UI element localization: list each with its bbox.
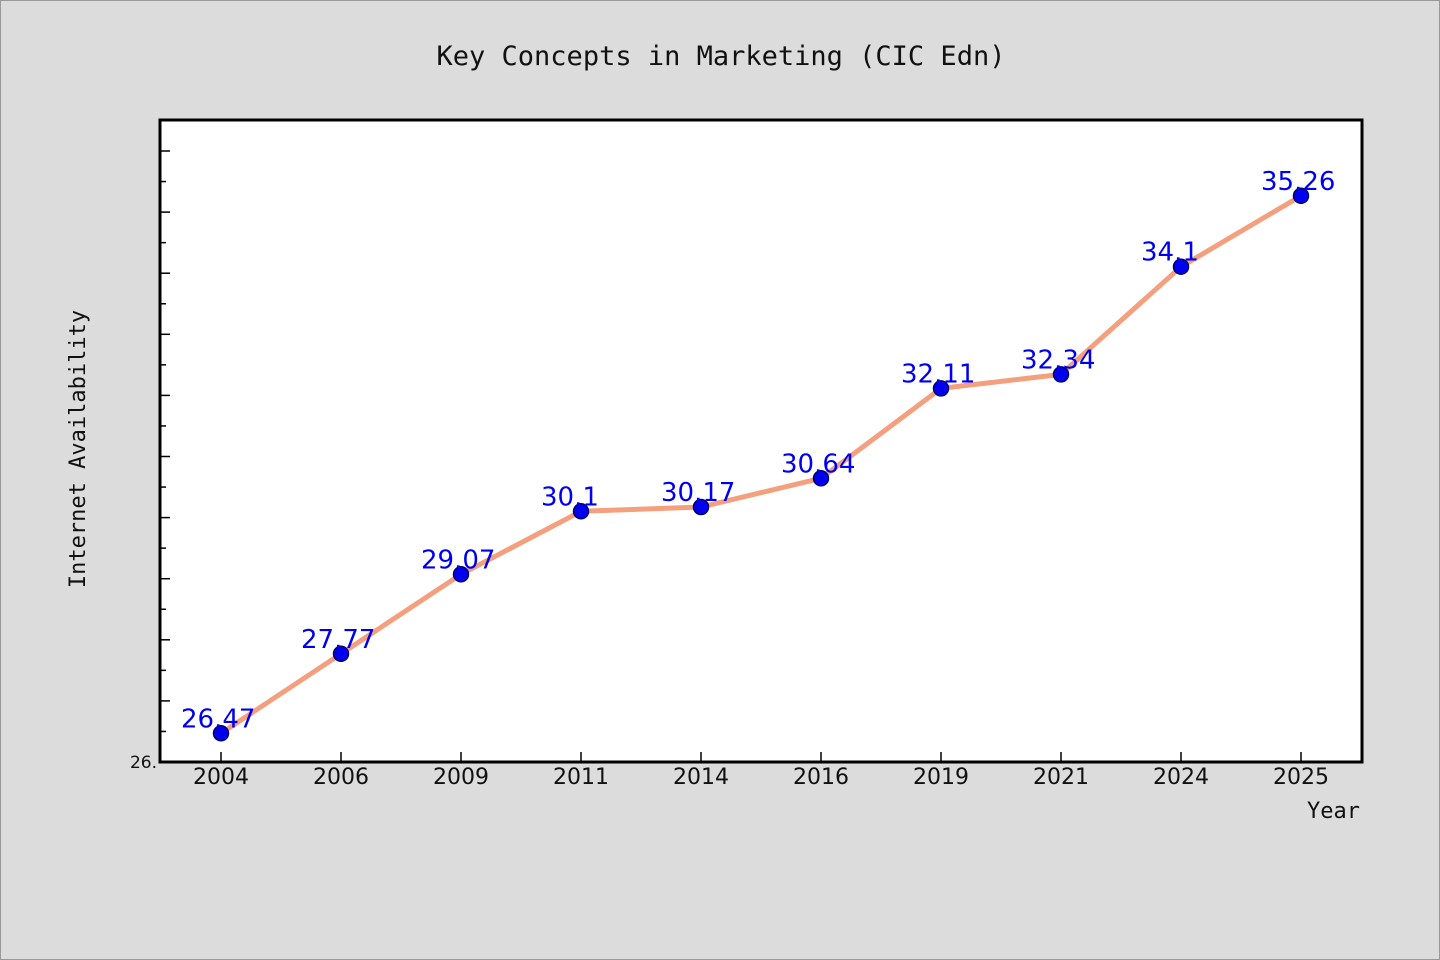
data-point-label: 32.34 [1021, 345, 1095, 375]
plot-area [158, 118, 1364, 764]
data-point-marker [212, 725, 230, 742]
data-point-marker [452, 566, 470, 583]
y-axis-tick-labels: 26. [130, 753, 157, 773]
x-axis-tick-labels: 2004 2006 2009 2011 2014 2016 2019 2021 2024 2025 [193, 765, 1329, 790]
x-tick-label: 2011 [553, 765, 609, 790]
x-tick-label: 2016 [793, 765, 849, 790]
data-point-label: 32.11 [901, 359, 975, 389]
data-point-label: 30.64 [781, 449, 855, 479]
x-axis-label: Year [1307, 799, 1360, 824]
data-point-labels: 26.47 27.77 29.07 30.1 30.17 30.64 32.11 32.34 3… [181, 167, 1335, 734]
x-tick-label: 2014 [673, 765, 729, 790]
y-axis-ticks [160, 150, 170, 763]
data-point-label: 30.1 [541, 482, 599, 512]
data-point-label: 26.47 [181, 704, 255, 734]
data-point-marker [692, 498, 710, 516]
data-point-label: 30.17 [661, 478, 735, 508]
x-tick-label: 2025 [1273, 765, 1329, 790]
series-line [218, 193, 1304, 736]
data-point-marker [1052, 366, 1070, 383]
y-tick-label: 26. [130, 753, 157, 773]
data-point-label: 29.07 [421, 545, 495, 575]
data-point-label: 35.26 [1261, 167, 1335, 197]
x-tick-label: 2006 [313, 765, 369, 790]
x-tick-label: 2021 [1033, 765, 1089, 790]
data-point-marker [332, 645, 350, 663]
x-tick-label: 2004 [193, 765, 249, 790]
data-point-marker [1292, 187, 1310, 205]
chart-title: Key Concepts in Marketing (CIC Edn) [437, 41, 1006, 72]
y-axis-label: Internet Availability [66, 310, 91, 588]
data-point-marker [932, 380, 950, 397]
x-tick-label: 2019 [913, 765, 969, 790]
x-axis-ticks [220, 752, 1302, 762]
data-point-marker [812, 470, 830, 487]
x-tick-label: 2024 [1153, 765, 1209, 790]
data-point-marker [1172, 258, 1190, 275]
data-point-label: 27.77 [301, 625, 375, 655]
data-point-label: 34.1 [1141, 238, 1199, 268]
data-point-markers [212, 187, 1310, 742]
x-tick-label: 2009 [433, 765, 489, 790]
data-point-marker [572, 503, 590, 520]
